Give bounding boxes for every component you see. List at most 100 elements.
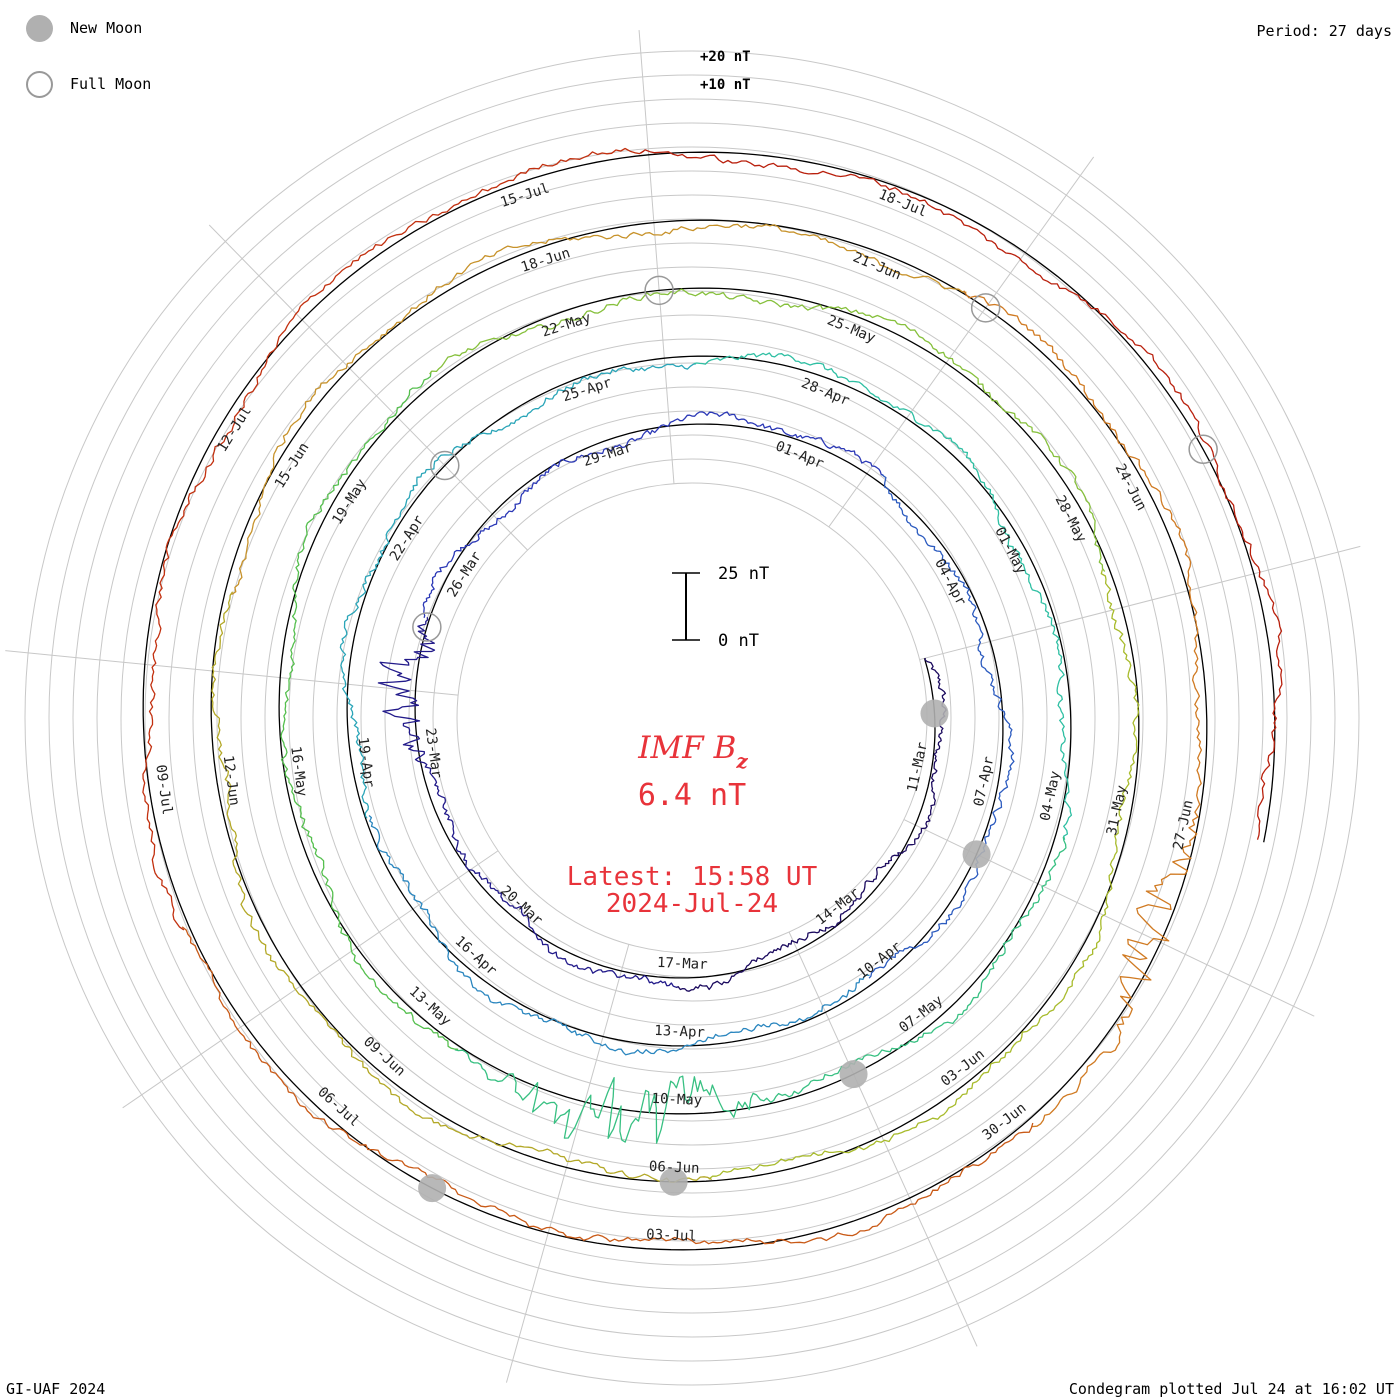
date-label: 28-Apr xyxy=(799,375,852,409)
legend-new-moon-label: New Moon xyxy=(70,19,143,37)
grid-ring xyxy=(96,122,1288,1314)
bz-trace-segment xyxy=(231,223,967,596)
date-label: 12-Jun xyxy=(220,754,243,806)
chart-title: IMF Bz xyxy=(637,730,748,773)
date-label: 01-May xyxy=(991,525,1029,577)
grid-ring xyxy=(24,50,1360,1386)
date-label: 03-Jun xyxy=(938,1046,988,1090)
grid-spoke xyxy=(788,931,978,1347)
date-label: 25-May xyxy=(825,312,878,346)
full-moon-marker xyxy=(430,450,460,481)
grid-ring xyxy=(144,170,1240,1266)
bz-trace-segment xyxy=(868,473,1015,979)
full-moon-icon xyxy=(26,70,53,98)
date-label: 28-May xyxy=(1052,493,1090,545)
date-label: 10-May xyxy=(651,1091,702,1109)
new-moon-marker xyxy=(920,699,949,728)
grid-ring xyxy=(192,218,1192,1218)
moon-markers xyxy=(412,275,1218,1203)
grid-ring xyxy=(264,290,1120,1146)
new-moon-marker xyxy=(962,840,991,869)
date-label: 04-May xyxy=(1037,770,1063,823)
bz-trace-segment xyxy=(339,363,697,819)
date-label: 09-Jul xyxy=(152,764,175,816)
footer-credit: GI-UAF 2024 xyxy=(6,1380,106,1398)
grid-spoke xyxy=(919,545,1361,661)
date-label: 20-Mar xyxy=(497,883,545,929)
bz-trace-segment xyxy=(280,371,459,1050)
scale-bar-bottom-label: 0 nT xyxy=(718,631,759,651)
chart-title-subscript: z xyxy=(735,749,748,773)
grid-ring xyxy=(336,362,1048,1074)
legend-full-moon: Full Moon xyxy=(26,68,151,100)
grid-spoke xyxy=(122,850,499,1109)
bz-trace-segment xyxy=(708,569,1140,1180)
date-label: 31-May xyxy=(1104,784,1130,837)
zero-reference-spiral xyxy=(142,151,1276,1251)
date-label: 07-May xyxy=(896,992,946,1036)
grid-spoke xyxy=(208,224,528,551)
new-moon-icon xyxy=(26,14,53,42)
full-moon-marker xyxy=(970,293,1001,323)
date-label: 17-Mar xyxy=(657,955,708,973)
latest-time: Latest: 15:58 UT xyxy=(567,862,818,892)
grid-ring xyxy=(312,338,1072,1098)
date-label: 07-Apr xyxy=(971,755,997,808)
grid-spokes xyxy=(5,29,1361,1383)
legend-full-moon-label: Full Moon xyxy=(70,75,152,93)
grid-spoke xyxy=(5,650,459,696)
full-moon-marker xyxy=(412,612,442,642)
date-label: 12-Jul xyxy=(214,404,255,455)
bz-trace-segment xyxy=(368,815,870,1056)
full-moon-marker xyxy=(644,275,674,306)
bz-trace-segment xyxy=(181,926,1034,1245)
footer-plot-time: Condegram plotted Jul 24 at 16:02 UT xyxy=(1068,1380,1394,1398)
grid-ring xyxy=(72,98,1312,1338)
new-moon-marker xyxy=(659,1167,688,1196)
date-label: 15-Jul xyxy=(498,180,551,211)
date-label: 19-Apr xyxy=(354,736,377,788)
date-label: 18-Jul xyxy=(876,187,929,221)
grid-spoke xyxy=(828,156,1095,528)
date-label: 14-Mar xyxy=(813,885,863,929)
grid-ring xyxy=(288,314,1096,1122)
ref-label-20: +20 nT xyxy=(700,49,751,65)
grid-ring xyxy=(360,386,1024,1050)
date-label: 01-Apr xyxy=(773,438,826,472)
grid-ring xyxy=(384,410,1000,1026)
latest-date: 2024-Jul-24 xyxy=(606,889,778,919)
bz-trace-segment xyxy=(963,290,1203,1128)
grid-ring xyxy=(120,146,1264,1290)
scale-bar: 25 nT 0 nT xyxy=(672,564,769,651)
bz-trace-segment xyxy=(454,836,1067,1144)
bz-trace-segment xyxy=(211,591,713,1184)
bz-trace-segment xyxy=(429,288,1106,572)
legend-new-moon: New Moon xyxy=(26,12,142,44)
bz-trace-segment xyxy=(377,617,678,989)
scale-bar-top-label: 25 nT xyxy=(718,564,769,584)
date-label: 06-Jun xyxy=(649,1159,700,1177)
bz-trace-segment xyxy=(675,658,947,992)
date-label: 18-Jun xyxy=(519,245,572,276)
grid-ring xyxy=(216,242,1168,1194)
full-moon-marker xyxy=(1188,434,1218,465)
bz-traces xyxy=(142,147,1283,1245)
date-label: 13-Apr xyxy=(654,1023,705,1041)
new-moon-marker xyxy=(418,1174,447,1203)
date-label: 29-Mar xyxy=(581,439,634,470)
bz-trace-segment xyxy=(640,149,1283,840)
grid-ring xyxy=(240,266,1144,1170)
grid-rings xyxy=(24,50,1360,1386)
date-label: 26-Mar xyxy=(444,549,485,600)
date-label: 11-Mar xyxy=(905,741,931,794)
grid-spoke xyxy=(505,944,630,1383)
date-label: 09-Jun xyxy=(360,1034,408,1080)
ref-label-10: +10 nT xyxy=(700,77,751,93)
date-label: 06-Jul xyxy=(314,1084,362,1130)
zero-spiral-path xyxy=(142,151,1276,1251)
grid-ring xyxy=(48,74,1336,1362)
grid-spoke xyxy=(638,29,675,484)
date-label: 23-Mar xyxy=(422,727,445,779)
date-label: 22-Apr xyxy=(387,513,428,564)
